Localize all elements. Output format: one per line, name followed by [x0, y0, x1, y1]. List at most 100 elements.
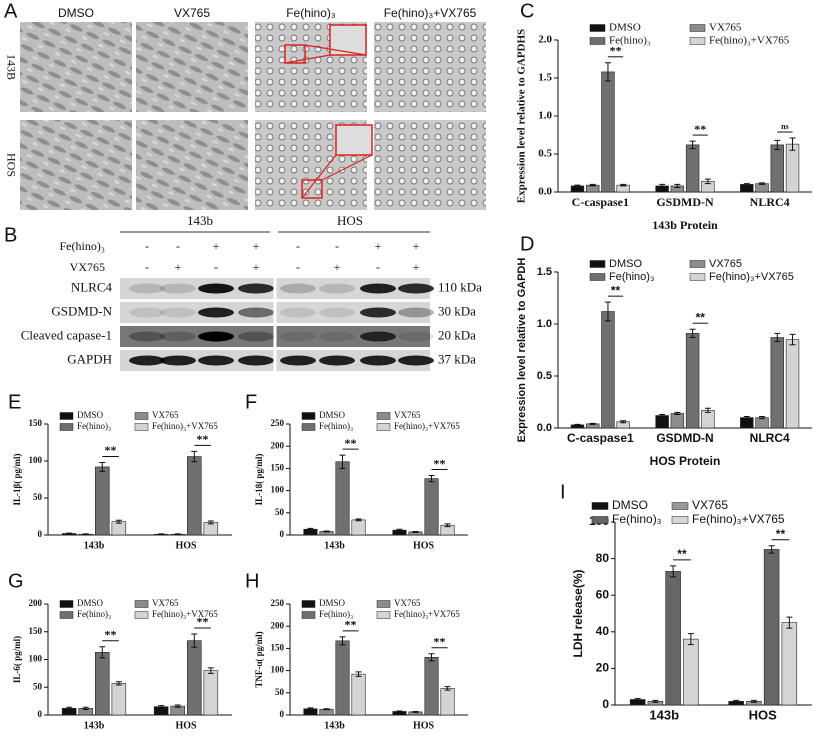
sign: +	[413, 239, 420, 253]
legend-swatch	[689, 24, 706, 32]
legend-label: Fe(hino)₃+VX765	[692, 512, 785, 526]
x-tick-label: 143b	[84, 720, 105, 731]
error-bar	[158, 533, 165, 536]
bar	[335, 640, 350, 716]
error-bar	[207, 667, 214, 674]
error-bar	[174, 533, 181, 536]
bar	[755, 417, 769, 429]
x-tick-label: NLRC4	[750, 195, 790, 209]
y-tick-label: 60	[596, 587, 610, 601]
bar	[683, 638, 699, 706]
legend-label: Fe(hino)₃+VX765	[394, 609, 460, 619]
bar	[685, 333, 700, 429]
band	[198, 331, 234, 342]
legend-label: Fe(hino)₃	[612, 512, 662, 526]
error-bar	[786, 616, 793, 629]
x-tick-label: HOS	[175, 540, 197, 551]
error-bar	[412, 530, 419, 533]
western-blot: B 143b HOS Fe(hino)₃ - - + + - - + + VX765 - + - + - + - + NL…	[4, 213, 482, 371]
legend-label: DMSO	[77, 410, 104, 420]
error-bar	[743, 183, 750, 186]
significance-label: **	[694, 122, 706, 136]
legend-label: Fe(hino)₃+VX765	[709, 35, 790, 47]
y-axis-label: TNF-α( pg/ml)	[254, 631, 264, 687]
protein-label: GAPDH	[67, 351, 112, 366]
error-bar	[115, 519, 122, 524]
y-tick-label: 250	[271, 598, 285, 608]
error-bar	[768, 545, 775, 554]
sign: -	[296, 260, 300, 274]
legend-label: VX765	[692, 498, 728, 512]
panel-label: A	[4, 0, 18, 22]
panel-label: D	[520, 233, 534, 255]
band	[160, 307, 196, 318]
error-bar	[659, 413, 666, 418]
legend-swatch	[376, 412, 391, 420]
band	[160, 355, 196, 366]
error-bar	[66, 532, 73, 535]
size-label: 37 kDa	[438, 351, 476, 366]
y-tick-label: 80	[596, 551, 610, 565]
legend-label: VX765	[152, 410, 179, 420]
bar	[785, 143, 800, 193]
band	[129, 331, 165, 342]
legend-label: VX765	[394, 598, 421, 608]
bar	[665, 571, 681, 706]
legend-swatch	[59, 423, 74, 431]
treatment-label: VX765	[70, 260, 105, 274]
bar	[685, 144, 700, 193]
legend-label: DMSO	[319, 410, 346, 420]
sign: -	[214, 260, 218, 274]
x-tick-label: HOS	[749, 707, 778, 722]
legend-swatch	[376, 423, 391, 431]
y-tick-label: 20	[596, 661, 610, 675]
legend-label: Fe(hino)₃+VX765	[709, 271, 794, 283]
band	[398, 355, 434, 366]
micrograph	[374, 22, 486, 112]
micrographs: A DMSO VX765 Fe(hino)₃ Fe(hino)₃+VX765 143B HO…	[4, 0, 486, 210]
error-bar	[704, 407, 711, 413]
legend-swatch	[591, 516, 609, 524]
y-axis-label: IL-18( pg/ml)	[254, 454, 264, 506]
band	[319, 307, 355, 318]
error-bar	[191, 450, 198, 463]
band	[129, 283, 165, 294]
error-bar	[689, 328, 696, 339]
y-axis-label: Expression level relative to GAPDHS	[516, 29, 528, 203]
x-tick-label: C-caspase1	[572, 195, 629, 209]
bar	[770, 337, 784, 429]
legend-swatch	[689, 37, 706, 45]
y-axis-label: IL-1β( pg/ml)	[12, 454, 22, 506]
y-tick-label: 100	[29, 455, 43, 465]
error-bar	[82, 706, 89, 710]
error-bar	[574, 423, 581, 426]
legend-label: Fe(hino)₃+VX765	[152, 421, 218, 431]
legend-swatch	[589, 24, 606, 32]
y-tick-label: 100	[271, 665, 285, 675]
error-bar	[574, 184, 581, 188]
panel-label: E	[8, 391, 21, 413]
band	[238, 355, 274, 366]
legend-swatch	[376, 611, 391, 619]
x-tick-label: 143b	[324, 540, 345, 551]
chart: F 0 50 100 150 200 250 IL-18( pg/ml) 143b HOS DMSO…	[245, 391, 468, 551]
sign: -	[176, 239, 180, 253]
bar	[670, 413, 685, 429]
error-bar	[444, 523, 451, 528]
band	[360, 331, 396, 342]
error-bar	[659, 183, 666, 188]
band	[360, 307, 396, 318]
legend-swatch	[134, 611, 149, 619]
column-label: DMSO	[58, 6, 94, 20]
bar	[601, 71, 615, 193]
error-bar	[191, 633, 198, 648]
size-label: 110 kDa	[438, 279, 482, 294]
micrograph	[374, 120, 486, 210]
legend-swatch	[689, 273, 706, 281]
bar	[187, 640, 202, 716]
legend-swatch	[671, 516, 689, 524]
error-bar	[733, 699, 740, 703]
significance-label: **	[434, 456, 446, 470]
y-tick-label: 2.0	[538, 34, 552, 46]
y-tick-label: 1.5	[537, 266, 552, 278]
